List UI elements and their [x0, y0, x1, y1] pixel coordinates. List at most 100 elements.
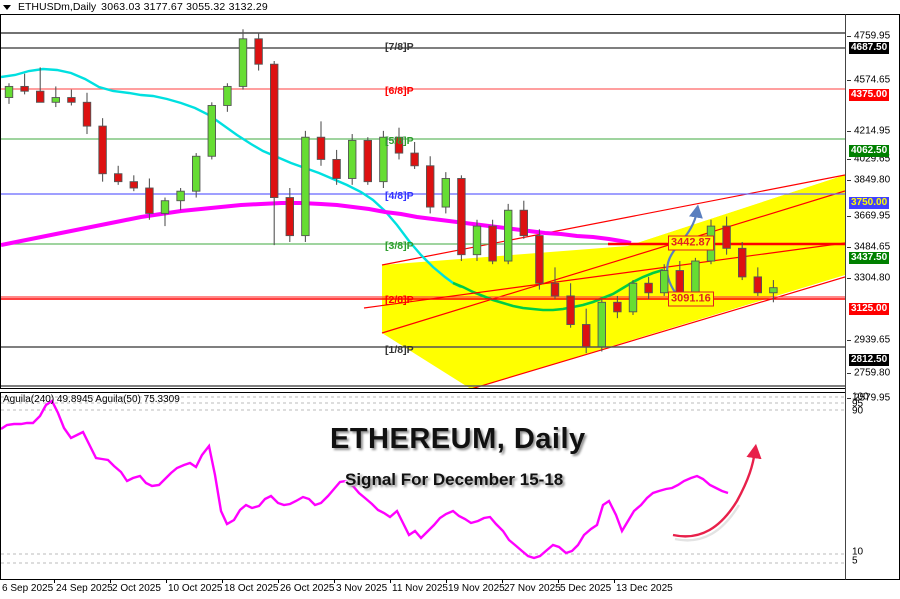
candle-body: [98, 125, 107, 175]
time-axis-label: 24 Sep 2025: [56, 583, 113, 594]
time-tick-mark: [502, 579, 503, 583]
indicator-scale-label: 100: [852, 391, 869, 403]
rising-channel-fill-2: [382, 175, 845, 333]
channel-lower-edge: [472, 276, 845, 388]
candle-body: [644, 282, 653, 294]
murrey-label-4-8: [4/8]P: [385, 190, 414, 202]
candle-body: [191, 155, 201, 192]
axis-tick-mark: [847, 159, 851, 160]
murrey-label-1-8: [1/8]P: [385, 344, 414, 356]
candle-body: [660, 270, 669, 294]
indicator-scale-label: 10: [852, 546, 864, 558]
caret-down-icon[interactable]: [3, 4, 11, 10]
candle-body: [238, 38, 248, 87]
candle-body: [597, 301, 606, 348]
candle-body: [628, 282, 638, 313]
candle-body: [36, 90, 45, 103]
candle-body: [566, 295, 575, 325]
channel-mid-edge: [381, 190, 845, 334]
price-plot-area[interactable]: [1, 15, 845, 388]
time-tick-mark: [222, 579, 223, 583]
candle-body: [379, 136, 388, 183]
ma-green-line: [452, 268, 664, 312]
axis-price-badge[interactable]: 3437.50: [849, 252, 890, 264]
time-axis-label: 2 Oct 2025: [112, 583, 161, 594]
time-tick-mark: [278, 579, 279, 583]
axis-tick-label: 2759.80: [854, 367, 891, 379]
candle-body: [613, 301, 622, 313]
candle-body: [504, 209, 513, 262]
candle-body: [67, 97, 76, 103]
candle-body: [535, 235, 544, 284]
axis-tick-mark: [847, 131, 851, 132]
axis-tick-label: 4214.95: [854, 125, 891, 137]
time-axis-label: 6 Sep 2025: [2, 583, 54, 594]
candle-body: [254, 38, 263, 65]
axis-price-badge[interactable]: 3125.00: [849, 303, 890, 315]
time-axis-label: 19 Nov 2025: [448, 583, 505, 594]
time-tick-mark: [614, 579, 615, 583]
forecast-arrow: [672, 443, 762, 538]
time-axis-content: 6 Sep 2025 24 Sep 2025 2 Oct 2025 10 Oct 20…: [0, 579, 900, 599]
ma-magenta-line: [1, 201, 632, 247]
candle-body: [316, 136, 326, 160]
callout-3091: 3091.16: [668, 291, 714, 307]
axis-price-badge[interactable]: 4687.50: [849, 42, 890, 54]
trend-line-red: [363, 242, 845, 309]
time-axis-label: 27 Nov 2025: [504, 583, 561, 594]
callout-3442: 3442.87: [668, 235, 714, 251]
candle-body: [426, 165, 435, 208]
indicator-plot-area[interactable]: [1, 393, 845, 579]
time-axis-label: 26 Oct 2025: [280, 583, 335, 594]
murrey-label-2-8: [2/8]P: [385, 294, 414, 306]
page-subtitle: Signal For December 15-18: [345, 470, 564, 489]
axis-price-badge[interactable]: 4062.50: [849, 145, 890, 157]
axis-price-badge[interactable]: 2812.50: [849, 354, 890, 366]
candle-body: [519, 209, 528, 237]
murrey-label-6-8: [6/8]P: [385, 85, 414, 97]
forecast-arrow-shadow: [674, 504, 741, 542]
candle-body: [410, 152, 419, 167]
candle-body: [472, 225, 482, 256]
axis-price-badge[interactable]: 3750.00: [849, 197, 890, 209]
candle-body: [129, 181, 139, 189]
axis-tick-mark: [847, 373, 851, 374]
candle-body: [722, 225, 731, 249]
axis-tick-mark: [847, 247, 851, 248]
murrey-label-3-8: [3/8]P: [385, 240, 414, 252]
axis-tick-label: 3304.80: [854, 272, 891, 284]
time-tick-mark: [334, 579, 335, 583]
axis-tick-mark: [847, 340, 851, 341]
axis-tick-mark: [847, 216, 851, 217]
ohlc-values: 3063.03 3177.67 3055.32 3132.29: [101, 1, 268, 13]
candle-body: [394, 136, 404, 154]
axis-tick-mark: [847, 36, 851, 37]
candle-body: [301, 136, 310, 237]
axis-price-badge[interactable]: 4375.00: [849, 89, 890, 101]
time-tick-mark: [558, 579, 559, 583]
time-tick-mark: [166, 579, 167, 583]
time-tick-mark: [110, 579, 111, 583]
axis-tick-mark: [847, 180, 851, 181]
candle-body: [363, 139, 372, 183]
axis-tick-mark: [847, 398, 851, 399]
time-tick-mark: [390, 579, 391, 583]
axis-tick-label: 4759.95: [854, 30, 891, 42]
ma-cyan-line: [1, 67, 462, 289]
indicator-chart-svg: [1, 396, 845, 564]
time-axis-label: 18 Oct 2025: [224, 583, 279, 594]
axis-tick-mark: [847, 278, 851, 279]
candle-body: [160, 200, 170, 214]
candle-body: [753, 276, 762, 294]
indicator-scale-label: 5: [852, 555, 858, 567]
candle-body: [550, 282, 560, 297]
axis-tick-mark: [847, 80, 851, 81]
indicator-legend: Aguila(240) 49.8945 Aguila(50) 75.3309: [3, 394, 180, 405]
indicator-scale-label: 90: [852, 405, 864, 417]
candle-body: [348, 139, 357, 179]
time-axis-label: 13 Dec 2025: [616, 583, 673, 594]
time-axis-label: 11 Nov 2025: [392, 583, 448, 594]
time-tick-mark: [54, 579, 55, 583]
candle-body: [441, 178, 450, 208]
